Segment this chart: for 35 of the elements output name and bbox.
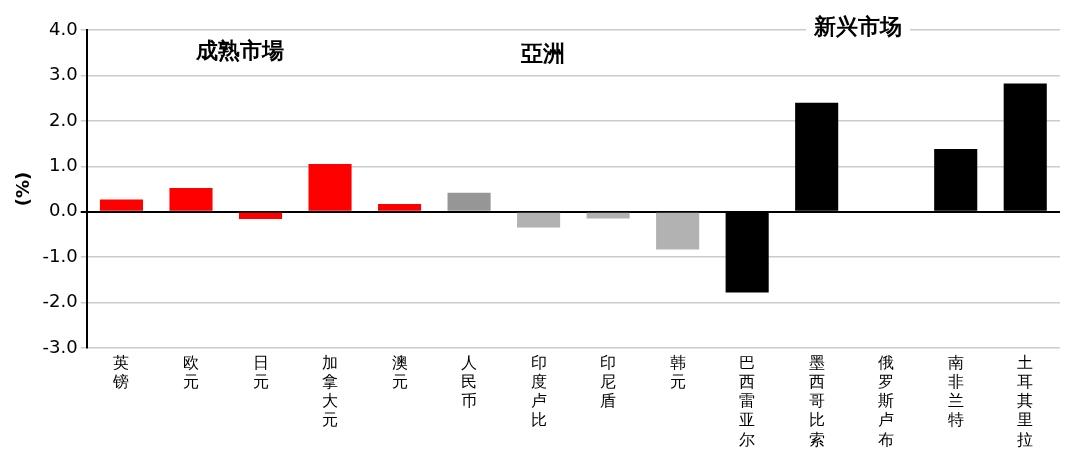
x-tick-label: 印尼盾 [600, 352, 617, 411]
x-tick-label: 南非兰特 [947, 352, 964, 430]
annotation: 成熟市場 [195, 37, 284, 63]
x-tick-label: 土耳其里拉 [1017, 352, 1034, 449]
x-tick-label: 英镑 [112, 352, 130, 391]
y-tick-label: 3.0 [49, 63, 78, 85]
y-tick-label: 0.0 [49, 199, 78, 221]
x-tick-label: 澳元 [391, 352, 408, 391]
bar [447, 192, 491, 211]
annotation: 新兴市场 [813, 13, 902, 39]
x-tick-label: 加拿大元 [322, 352, 339, 430]
x-tick-label: 印度卢比 [530, 352, 547, 430]
bar [517, 212, 561, 228]
bar [308, 164, 352, 211]
y-tick-label: -1.0 [42, 244, 78, 266]
x-tick-label: 韩元 [669, 352, 686, 391]
bar [99, 199, 144, 211]
y-tick-label: 2.0 [49, 108, 78, 130]
x-tick-label: 俄罗斯卢布 [878, 352, 895, 449]
y-tick-label: 1.0 [49, 153, 78, 175]
bar [586, 212, 630, 219]
y-axis-title: (%) [12, 171, 34, 207]
bar [238, 212, 283, 219]
bar [169, 188, 213, 211]
annotation: 亞洲 [520, 40, 565, 66]
y-tick-label: -3.0 [42, 335, 78, 357]
x-tick-label: 墨西哥比索 [808, 352, 825, 449]
x-tick-label: 欧元 [183, 352, 199, 391]
bar [378, 203, 422, 211]
bar [656, 212, 700, 250]
x-tick-label: 人民币 [461, 352, 478, 411]
x-tick-label: 巴西雷亚尔 [739, 352, 756, 449]
x-tick-label: 日元 [252, 352, 269, 391]
y-tick-label: 4.0 [49, 17, 78, 39]
y-tick-label: -2.0 [42, 290, 78, 312]
